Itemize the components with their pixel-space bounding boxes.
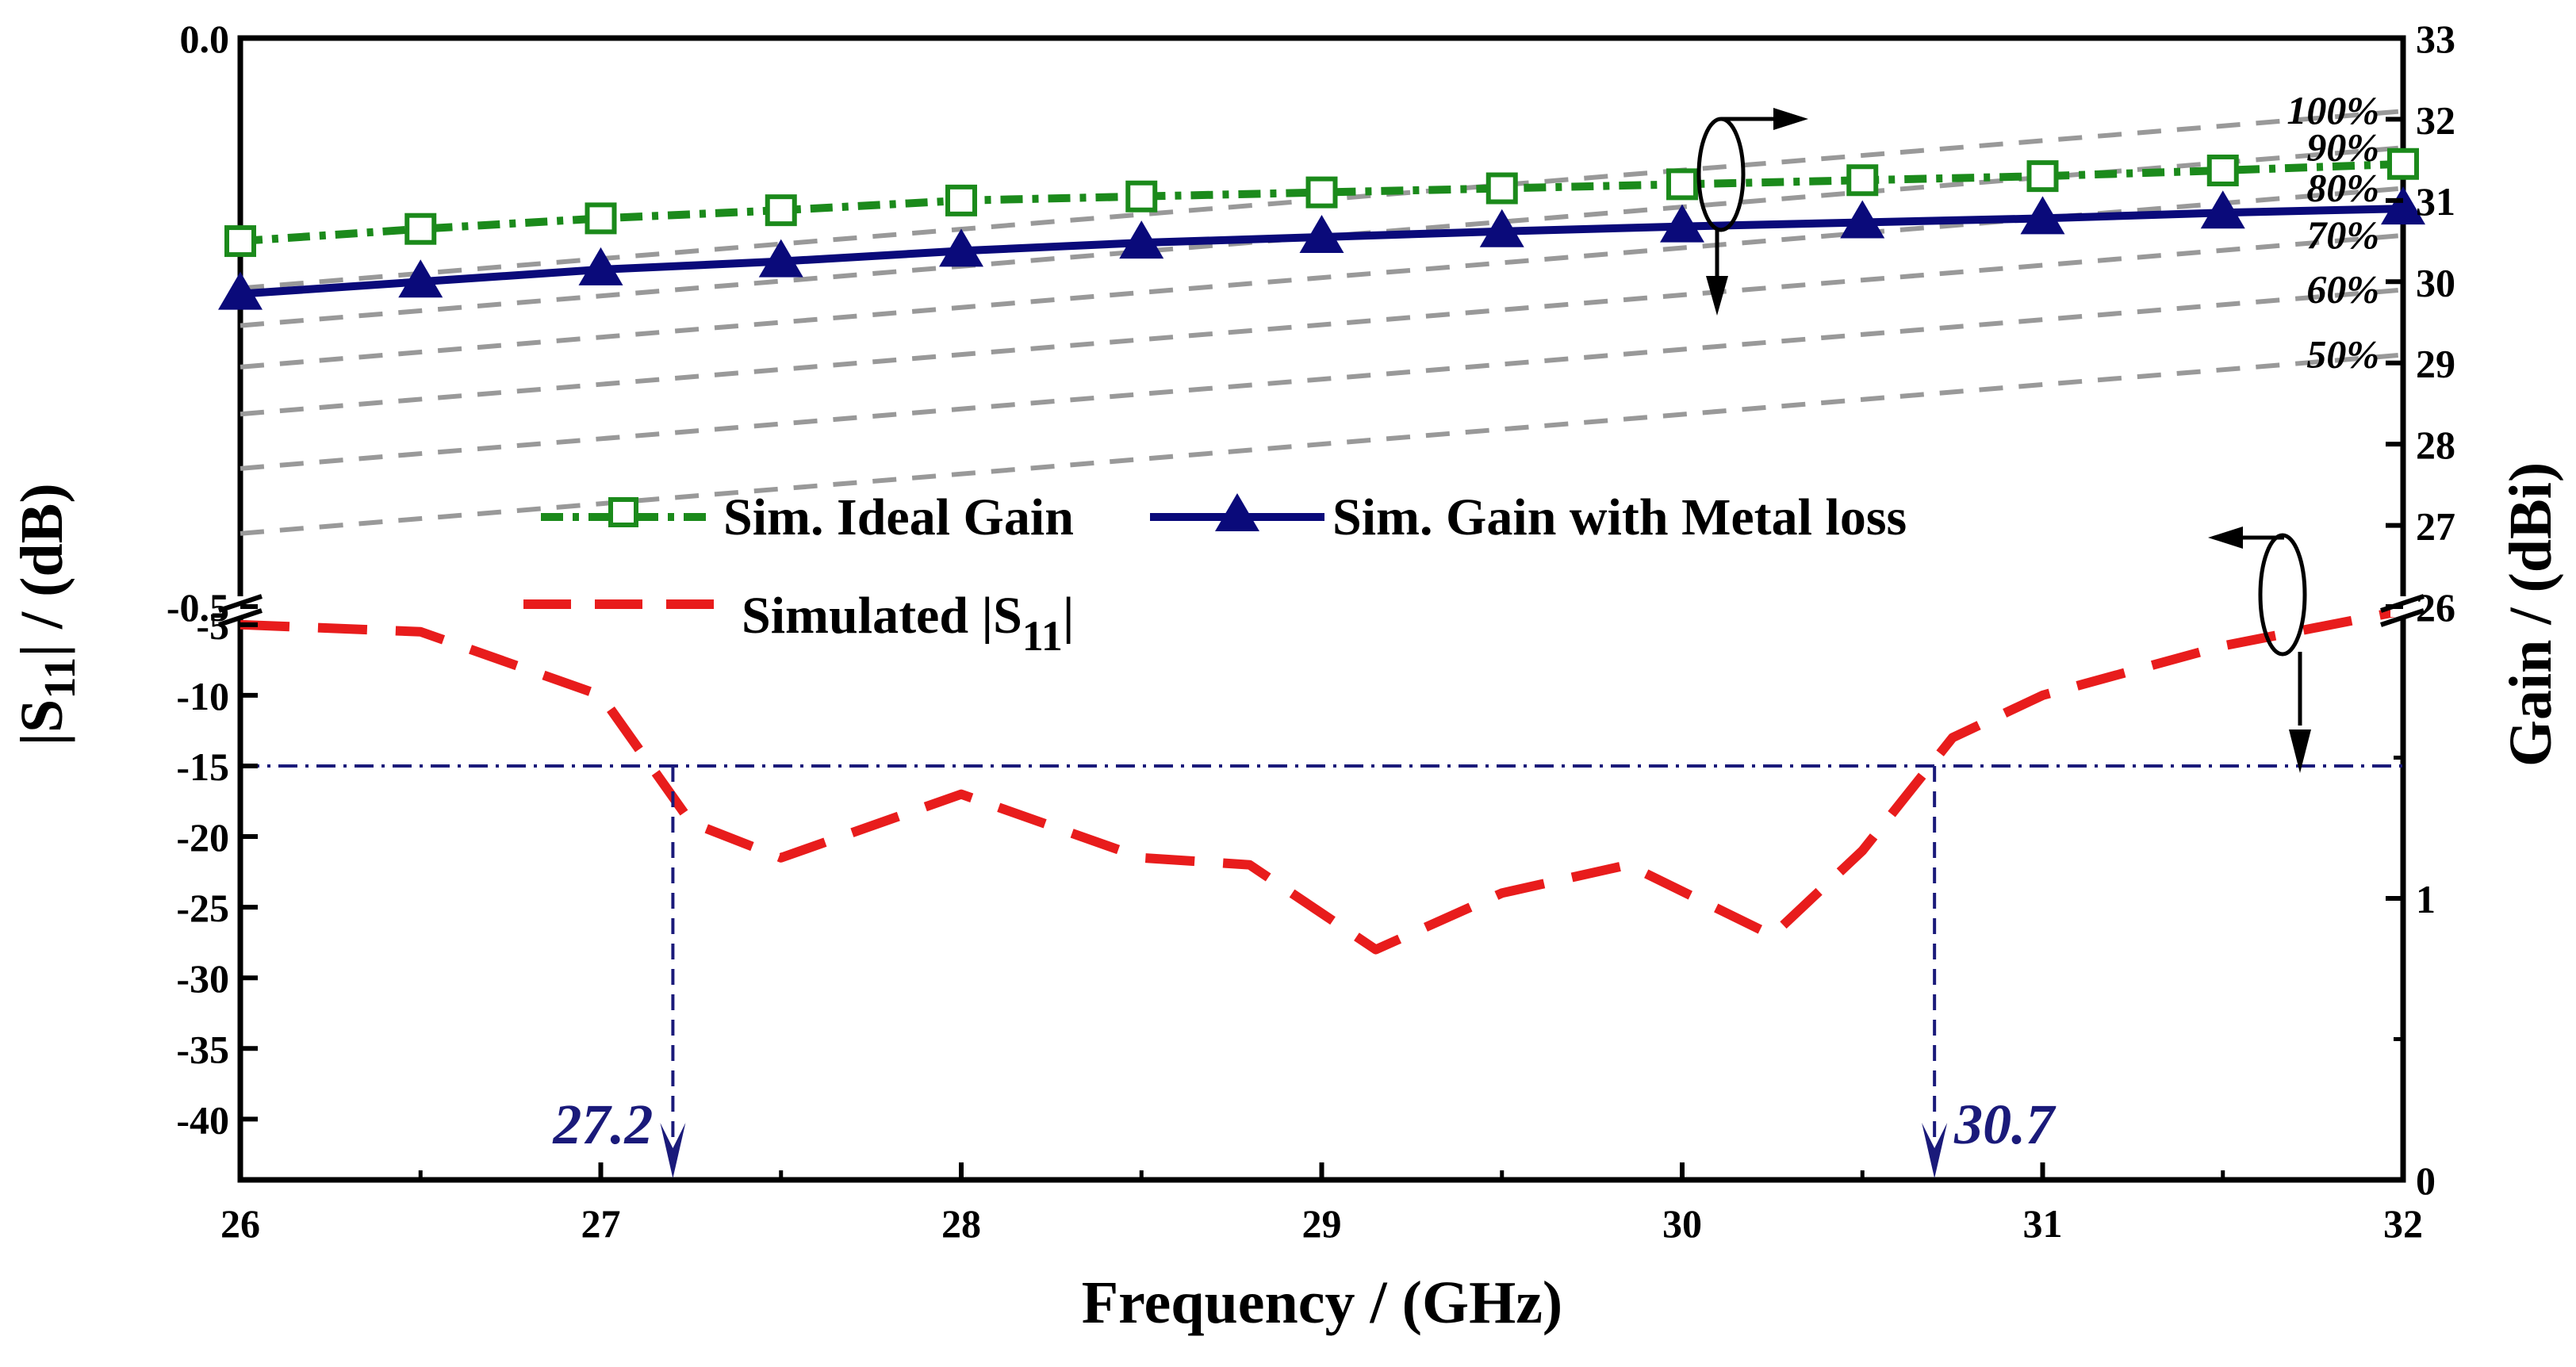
metal-gain-point xyxy=(758,239,803,278)
metal-gain-point xyxy=(2200,190,2245,229)
ideal-gain-point xyxy=(585,202,617,235)
metal-gain-point xyxy=(578,247,623,285)
annotation-label: 27.2 xyxy=(552,1093,653,1156)
legend-label-metal-loss: Sim. Gain with Metal loss xyxy=(1332,488,1907,546)
x-tick-label: 32 xyxy=(2383,1201,2423,1246)
ideal-gain-point xyxy=(404,213,437,245)
axis-indicator-s11 xyxy=(2208,527,2311,773)
metal-gain-point xyxy=(398,259,443,298)
s11-series xyxy=(240,606,2405,955)
metal-gain-point xyxy=(1660,204,1704,243)
right-tick-label: 27 xyxy=(2416,504,2455,549)
left-tick-label: -25 xyxy=(176,886,229,930)
reference-line xyxy=(240,186,2404,370)
left-tick-label: -5 xyxy=(196,603,229,648)
right-tick-label: 29 xyxy=(2416,342,2455,386)
annotation-arrow xyxy=(1922,1123,1948,1178)
left-tick-label: -40 xyxy=(176,1097,229,1142)
efficiency-label: 80% xyxy=(2306,165,2379,209)
ideal-gain-point xyxy=(1485,172,1518,205)
metal-gain-point xyxy=(218,271,263,310)
metal-gain-point xyxy=(1840,200,1885,239)
efficiency-label: 70% xyxy=(2306,213,2379,257)
right-tick-label: 1 xyxy=(2416,877,2436,921)
s11-curve xyxy=(240,606,2405,955)
left-tick-label: -15 xyxy=(176,745,229,789)
metal-gain-point xyxy=(1119,220,1164,259)
ideal-gain-point xyxy=(2026,160,2059,193)
metal-gain-point xyxy=(1479,209,1524,247)
x-tick-label: 26 xyxy=(220,1201,260,1246)
metal-gain-point xyxy=(2381,186,2425,225)
x-tick-label: 30 xyxy=(1662,1201,1702,1246)
left-axis-ticks: 0.0 -0.5-5 -10 -15 -20 -25 -30 -35 -40 xyxy=(167,17,258,1142)
metal-gain-point xyxy=(939,228,983,267)
frequency-annotations: 27.2 30.7 xyxy=(552,765,2057,1178)
ideal-gain-point xyxy=(765,194,797,227)
right-tick-label: 26 xyxy=(2416,585,2455,630)
axis-indicator-gain xyxy=(1696,108,1808,316)
annotation-label: 30.7 xyxy=(1953,1093,2057,1156)
ideal-gain-point xyxy=(2387,147,2419,180)
ideal-gain-point xyxy=(1125,180,1158,213)
left-tick-label: -20 xyxy=(176,815,229,860)
x-axis-ticks: 26 27 28 29 30 31 32 xyxy=(220,1162,2423,1246)
efficiency-label: 90% xyxy=(2306,124,2379,169)
reference-line xyxy=(240,287,2404,471)
metal-loss-gain-series xyxy=(218,186,2425,310)
metal-gain-point xyxy=(1299,214,1344,253)
right-tick-label: 0 xyxy=(2416,1158,2436,1203)
efficiency-label: 100% xyxy=(2287,88,2379,132)
ideal-gain-point xyxy=(1846,164,1879,197)
x-axis-title: Frequency / (GHz) xyxy=(1082,1269,1562,1336)
legend-item-s11: Simulated |S11| xyxy=(523,587,1074,660)
x-tick-label: 29 xyxy=(1302,1201,1342,1246)
ideal-gain-point xyxy=(945,184,977,216)
right-tick-label: 31 xyxy=(2416,179,2455,224)
right-tick-label: 30 xyxy=(2416,260,2455,304)
legend-item-ideal-gain: Sim. Ideal Gain xyxy=(541,488,1074,546)
x-tick-label: 31 xyxy=(2023,1201,2063,1246)
right-tick-label: 32 xyxy=(2416,98,2455,142)
efficiency-label: 60% xyxy=(2306,267,2379,312)
reference-line xyxy=(240,232,2404,417)
efficiency-label: 50% xyxy=(2306,331,2379,376)
left-tick-label: -10 xyxy=(176,674,229,718)
annotation-arrow xyxy=(660,1123,686,1178)
left-axis-title: |S11| / (dB) xyxy=(9,483,85,745)
right-axis-title: Gain / (dBi) xyxy=(2497,462,2564,767)
ideal-gain-point xyxy=(2206,154,2239,186)
efficiency-reference-lines xyxy=(240,109,2404,536)
legend-label-s11: Simulated |S11| xyxy=(742,587,1074,660)
x-tick-label: 27 xyxy=(581,1201,621,1246)
reference-line xyxy=(240,352,2404,536)
left-tick-label: -35 xyxy=(176,1027,229,1071)
ideal-gain-point xyxy=(1305,176,1338,209)
legend-marker-open-square xyxy=(608,497,638,527)
right-axis-ticks: 26 27 28 29 30 31 32 33 0 1 xyxy=(2386,17,2455,1203)
metal-gain-point xyxy=(2020,196,2065,235)
left-tick-label: -0.5 xyxy=(167,585,229,630)
ideal-gain-series xyxy=(224,147,2419,258)
x-tick-label: 28 xyxy=(941,1201,981,1246)
left-tick-label: -30 xyxy=(176,956,229,1001)
ideal-gain-point xyxy=(224,225,256,258)
legend-marker-triangle xyxy=(1215,493,1259,531)
left-tick-label: 0.0 xyxy=(180,17,230,61)
legend-item-metal-loss: Sim. Gain with Metal loss xyxy=(1150,488,1907,546)
efficiency-labels: 100%90%80%70% 60% 50% xyxy=(2287,88,2379,376)
right-tick-label: 28 xyxy=(2416,423,2455,467)
right-tick-label: 33 xyxy=(2416,17,2455,61)
ideal-gain-point xyxy=(1666,168,1698,201)
legend-label-ideal-gain: Sim. Ideal Gain xyxy=(723,488,1074,546)
legend: Sim. Ideal Gain Sim. Gain with Metal los… xyxy=(523,488,1907,660)
